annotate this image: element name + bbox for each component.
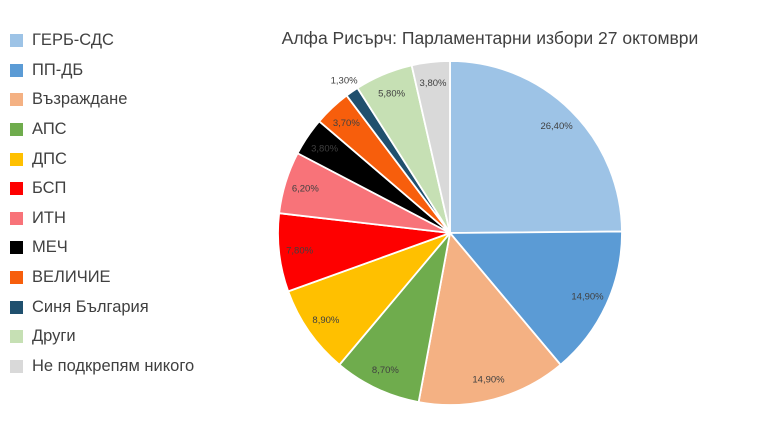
legend-color-chip (10, 182, 23, 196)
legend-item-label: Синя България (32, 297, 149, 316)
legend-color-chip (10, 271, 23, 285)
legend-item-label: АПС (32, 120, 67, 139)
pie-slice-label: 26,40% (540, 121, 573, 132)
pie-slice-label: 7,80% (286, 246, 313, 257)
legend-item-label: ДПС (32, 149, 67, 168)
legend-item-label: Други (32, 327, 76, 346)
legend-color-chip (10, 123, 23, 137)
legend-color-chip (10, 330, 23, 344)
pie-slice (338, 232, 451, 404)
legend: ГЕРБ-СДС ПП-ДБ Възраждане АПС ДПС БСП ИТН МЕЧ ВЕ… (10, 26, 194, 381)
legend-item-label: ГЕРБ-СДС (32, 31, 114, 50)
legend-color-chip (10, 63, 23, 77)
pie-slice-label: 6,20% (292, 184, 319, 195)
pie-slice (287, 232, 451, 366)
legend-item-label: Не подкрепям никого (32, 356, 195, 375)
legend-item: АПС (10, 115, 194, 145)
legend-item-label: Възраждане (32, 90, 128, 109)
pie-slice-label: 14,90% (472, 375, 505, 386)
pie-slice (449, 60, 623, 234)
legend-item: Не подкрепям никого (10, 352, 194, 382)
legend-color-chip (10, 152, 23, 166)
legend-color-chip (10, 241, 23, 255)
legend-item-label: ВЕЛИЧИЕ (32, 268, 111, 287)
legend-item-label: ИТН (32, 208, 66, 227)
pie-slice-label: 3,70% (333, 118, 360, 129)
legend-item: Синя България (10, 292, 194, 322)
pie-slice (417, 232, 562, 406)
pie-slice-label: 8,90% (312, 315, 339, 326)
pie-slice (449, 230, 623, 366)
pie-slice-label: 3,80% (420, 78, 447, 89)
chart-title: Алфа Рисърч: Парламентарни избори 27 окт… (281, 28, 699, 48)
legend-color-chip (10, 34, 23, 48)
legend-color-chip (10, 359, 23, 373)
legend-item-label: ПП-ДБ (32, 60, 84, 79)
legend-item: ГЕРБ-СДС (10, 26, 194, 56)
pie-slice-label: 3,80% (311, 144, 338, 155)
legend-color-chip (10, 93, 23, 107)
pie-slice-label: 1,30% (331, 76, 358, 87)
pie-slice-label: 8,70% (372, 365, 399, 376)
legend-item: ВЕЛИЧИЕ (10, 263, 194, 293)
legend-item: ДПС (10, 144, 194, 174)
pie-slice (410, 60, 451, 234)
pie-slice-label: 14,90% (571, 292, 604, 303)
pie-slice-label: 5,80% (378, 89, 405, 100)
legend-item: ИТН (10, 204, 194, 234)
legend-item: ПП-ДБ (10, 56, 194, 86)
legend-item-label: МЕЧ (32, 238, 68, 257)
legend-item: Други (10, 322, 194, 352)
legend-item: БСП (10, 174, 194, 204)
legend-item: Възраждане (10, 85, 194, 115)
legend-color-chip (10, 300, 23, 314)
legend-color-chip (10, 211, 23, 225)
legend-item-label: БСП (32, 179, 67, 198)
legend-item: МЕЧ (10, 233, 194, 263)
